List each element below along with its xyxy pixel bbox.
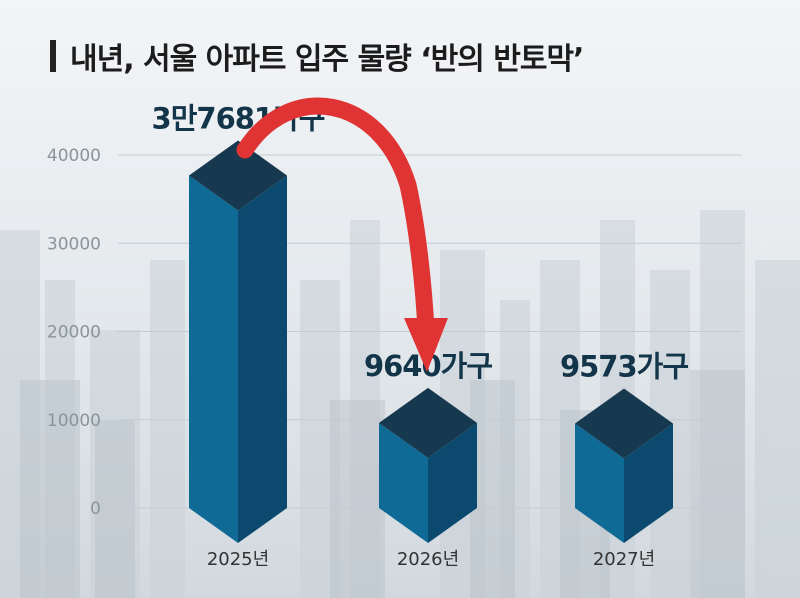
bar-top [379,387,477,458]
title-marker [50,40,56,72]
decline-arrow [236,97,435,339]
x-tick-label: 2026년 [397,549,459,570]
data-label: 9573가구 [560,350,688,384]
bar-top [189,140,287,211]
y-tick-label: 20000 [47,323,101,343]
bar-side [624,423,673,543]
y-tick-label: 30000 [47,234,101,254]
decline-arrowhead [404,318,448,372]
bar-top [575,388,673,459]
bar-side [238,175,287,543]
bar-front [189,175,238,543]
chart-title: 내년, 서울 아파트 입주 물량 ‘반의 반토막’ [70,42,584,77]
y-tick-label: 10000 [47,411,101,431]
y-tick-label: 40000 [47,146,101,166]
x-tick-label: 2027년 [593,549,655,570]
y-tick-label: 0 [90,499,101,519]
bar-front [575,423,624,543]
bar-front [379,422,428,543]
bar-side [428,422,477,543]
x-tick-label: 2025년 [207,549,269,570]
